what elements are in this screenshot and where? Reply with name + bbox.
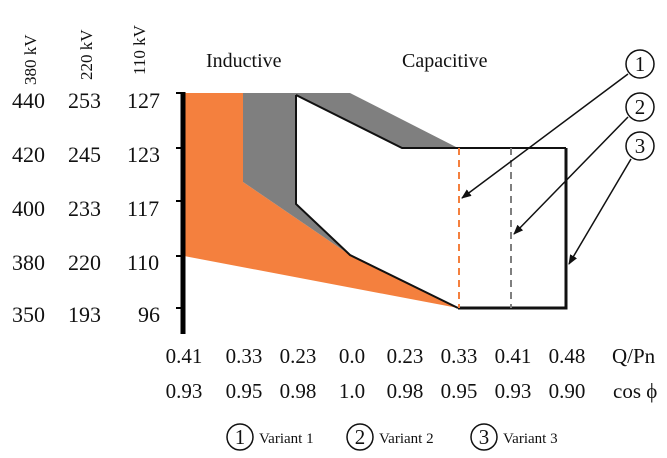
header-220kv: 220 kV (77, 29, 96, 80)
boundary-left (295, 95, 459, 309)
legend-item-variant-1: 1 Variant 1 (226, 423, 314, 451)
legend-number: 2 (355, 425, 366, 449)
cos-tick: 0.90 (549, 379, 586, 403)
v380-value: 350 (12, 302, 45, 327)
q-tick: 0.41 (495, 344, 532, 368)
v220-value: 220 (68, 250, 101, 275)
callout-arrow (568, 158, 632, 265)
q-tick: 0.33 (441, 344, 478, 368)
callout-3: 3 (568, 131, 655, 265)
legend-label: Variant 2 (379, 431, 434, 447)
voltage-row-420: 420 245 123 (12, 142, 160, 167)
v380-value: 420 (12, 142, 45, 167)
v110-value: 127 (127, 88, 160, 113)
q-tick: 0.41 (166, 344, 203, 368)
cos-tick: 0.98 (387, 379, 424, 403)
callout-number: 1 (635, 52, 646, 76)
cos-axis-title: cos ϕ (613, 379, 657, 403)
variant-1-area (184, 93, 458, 308)
cos-tick: 0.93 (166, 379, 203, 403)
cos-tick: 0.93 (495, 379, 532, 403)
v380-value: 400 (12, 196, 45, 221)
legend-circle (346, 423, 374, 451)
legend-circle (226, 423, 254, 451)
cos-tick: 0.95 (441, 379, 478, 403)
header-110kv: 110 kV (130, 24, 149, 75)
q-tick: 0.23 (280, 344, 317, 368)
inductive-label: Inductive (206, 50, 282, 72)
legend-number: 3 (479, 425, 490, 449)
q-tick: 0.33 (226, 344, 263, 368)
v220-value: 253 (68, 88, 101, 113)
q-tick: 0.23 (387, 344, 424, 368)
v380-value: 440 (12, 88, 45, 113)
q-tick: 0.0 (339, 344, 365, 368)
voltage-row-380: 380 220 110 (12, 250, 159, 275)
v380-value: 380 (12, 250, 45, 275)
v220-value: 193 (68, 302, 101, 327)
v110-value: 110 (127, 250, 159, 275)
callout-2: 2 (513, 92, 655, 235)
voltage-row-350: 350 193 96 (12, 302, 160, 327)
legend-label: Variant 1 (259, 431, 314, 447)
voltage-row-400: 400 233 117 (12, 196, 159, 221)
voltage-row-440: 440 253 127 (12, 88, 160, 113)
q-axis-title: Q/Pn (612, 344, 656, 368)
callout-circle (625, 131, 655, 161)
cos-axis-labels: 0.93 0.95 0.98 1.0 0.98 0.95 0.93 0.90 c… (166, 379, 658, 403)
legend-item-variant-3: 3 Variant 3 (470, 423, 558, 451)
q-axis-labels: 0.41 0.33 0.23 0.0 0.23 0.33 0.41 0.48 Q… (166, 344, 656, 368)
callout-number: 2 (635, 95, 646, 119)
v110-value: 123 (127, 142, 160, 167)
legend: 1 Variant 1 2 Variant 2 3 Variant 3 (226, 423, 558, 451)
legend-item-variant-2: 2 Variant 2 (346, 423, 434, 451)
v220-value: 233 (68, 196, 101, 221)
v220-value: 245 (68, 142, 101, 167)
cos-tick: 1.0 (339, 379, 365, 403)
legend-number: 1 (235, 425, 246, 449)
legend-circle (470, 423, 498, 451)
callout-arrow (461, 73, 629, 199)
v110-value: 96 (138, 302, 160, 327)
header-380kv: 380 kV (21, 34, 40, 85)
callout-circle (625, 92, 655, 122)
variant-2-area (243, 93, 458, 255)
q-tick: 0.48 (549, 344, 586, 368)
callout-1: 1 (461, 49, 655, 199)
cos-tick: 0.95 (226, 379, 263, 403)
legend-label: Variant 3 (503, 431, 558, 447)
callout-arrow (513, 116, 629, 235)
callout-number: 3 (635, 134, 646, 158)
variant-3-outline (458, 148, 568, 310)
v110-value: 117 (127, 196, 159, 221)
capacitive-label: Capacitive (402, 50, 488, 72)
cos-tick: 0.98 (280, 379, 317, 403)
callout-circle (625, 49, 655, 79)
